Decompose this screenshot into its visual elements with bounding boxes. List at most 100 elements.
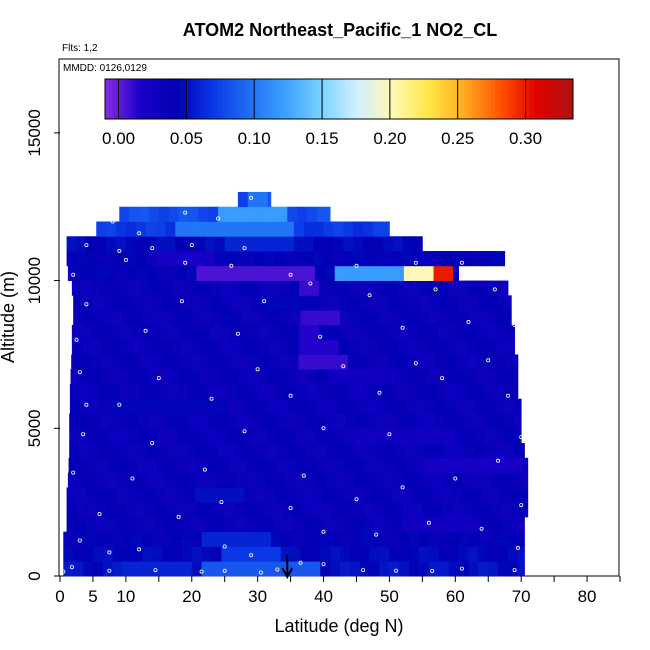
heatmap-cell — [234, 502, 245, 518]
heatmap-cell — [168, 413, 179, 429]
colorbar-segment — [222, 79, 227, 119]
heatmap-cell — [98, 413, 110, 429]
sample-point — [301, 473, 306, 478]
heatmap-cell — [91, 280, 102, 296]
heatmap-cell — [372, 502, 384, 518]
heatmap-cell — [504, 398, 515, 414]
heatmap-cell — [438, 546, 450, 562]
heatmap-cell — [369, 531, 380, 547]
heatmap-cell — [236, 457, 247, 473]
heatmap-cell — [132, 295, 143, 311]
heatmap-cell — [290, 561, 301, 577]
heatmap-cell — [148, 413, 159, 429]
heatmap-cell — [433, 265, 444, 281]
heatmap-cell — [224, 236, 235, 252]
heatmap-cell — [316, 206, 328, 222]
heatmap-cell — [372, 221, 384, 237]
colorbar-segment — [128, 79, 133, 119]
heatmap-cell — [427, 339, 438, 355]
heatmap-cell — [336, 413, 347, 429]
heatmap-cell — [102, 531, 114, 547]
heatmap-cell — [299, 324, 310, 341]
heatmap-cell — [158, 428, 169, 444]
heatmap-cell — [447, 339, 458, 355]
heatmap-cell — [353, 251, 364, 267]
heatmap-cell — [257, 191, 268, 208]
heatmap-cell — [318, 354, 329, 370]
heatmap-cell — [211, 531, 222, 547]
heatmap-cell — [358, 339, 369, 355]
heatmap-cell — [396, 369, 407, 385]
heatmap-cell — [206, 265, 217, 281]
heatmap-cell — [185, 221, 196, 237]
heatmap-cell — [168, 398, 179, 414]
heatmap-cell — [216, 472, 227, 488]
sample-point — [361, 568, 366, 573]
heatmap-cell — [191, 531, 203, 547]
heatmap-cell — [256, 413, 268, 429]
heatmap-cell — [181, 531, 193, 547]
heatmap-cell — [71, 280, 83, 296]
heatmap-cell — [434, 413, 446, 429]
heatmap-cell — [160, 354, 171, 370]
heatmap-cell — [78, 457, 89, 473]
heatmap-cell — [181, 295, 193, 311]
heatmap-cell — [328, 354, 339, 370]
heatmap-cell — [199, 369, 210, 385]
heatmap-cell — [284, 251, 295, 267]
heatmap-cell — [284, 516, 295, 533]
heatmap-cell — [323, 236, 334, 252]
heatmap-cell — [179, 369, 190, 385]
heatmap-cell — [419, 310, 430, 326]
heatmap-cell — [102, 295, 114, 311]
heatmap-cell — [150, 354, 161, 370]
heatmap-cell — [300, 310, 311, 326]
heatmap-cell — [145, 502, 156, 518]
heatmap-cell — [399, 561, 410, 577]
heatmap-cell — [139, 206, 150, 222]
heatmap-cell — [399, 295, 410, 311]
heatmap-cell — [244, 516, 255, 533]
heatmap-cell — [234, 236, 245, 252]
heatmap-cell — [268, 354, 280, 370]
colorbar-segment — [534, 79, 539, 119]
heatmap-cell — [187, 457, 198, 473]
heatmap-cell — [325, 457, 336, 473]
heatmap-cell — [69, 383, 81, 400]
heatmap-cell — [463, 457, 475, 473]
heatmap-cell — [264, 487, 275, 503]
heatmap-cell — [231, 295, 242, 311]
heatmap-cell — [313, 487, 324, 503]
heatmap-cell — [386, 383, 397, 400]
heatmap-cell — [316, 398, 328, 414]
heatmap-cell — [446, 369, 457, 385]
sample-point — [515, 545, 520, 550]
heatmap-cell — [145, 251, 156, 267]
heatmap-cell — [274, 516, 285, 533]
heatmap-cell — [402, 487, 413, 503]
heatmap-cell — [337, 369, 348, 385]
x-tick-label: 0 — [55, 587, 64, 606]
heatmap-cell — [102, 310, 114, 326]
heatmap-cell — [109, 383, 120, 400]
heatmap-cell — [135, 487, 147, 503]
heatmap-cell — [79, 428, 90, 444]
x-tick-label: 60 — [446, 587, 465, 606]
heatmap-cell — [191, 295, 203, 311]
heatmap-cell — [175, 487, 186, 503]
heatmap-cell — [407, 354, 418, 370]
x-tick-label: 70 — [512, 587, 531, 606]
heatmap-cell — [196, 472, 207, 488]
heatmap-cell — [228, 383, 239, 400]
heatmap-cell — [481, 487, 492, 503]
heatmap-cell — [413, 265, 425, 281]
sample-point — [288, 272, 293, 277]
heatmap-cell — [69, 413, 80, 429]
heatmap-cell — [358, 324, 369, 341]
heatmap-cell — [135, 221, 147, 237]
heatmap-cell — [333, 516, 344, 533]
colorbar-segment — [183, 79, 188, 119]
heatmap-cell — [81, 339, 93, 355]
heatmap-cell — [141, 339, 152, 355]
